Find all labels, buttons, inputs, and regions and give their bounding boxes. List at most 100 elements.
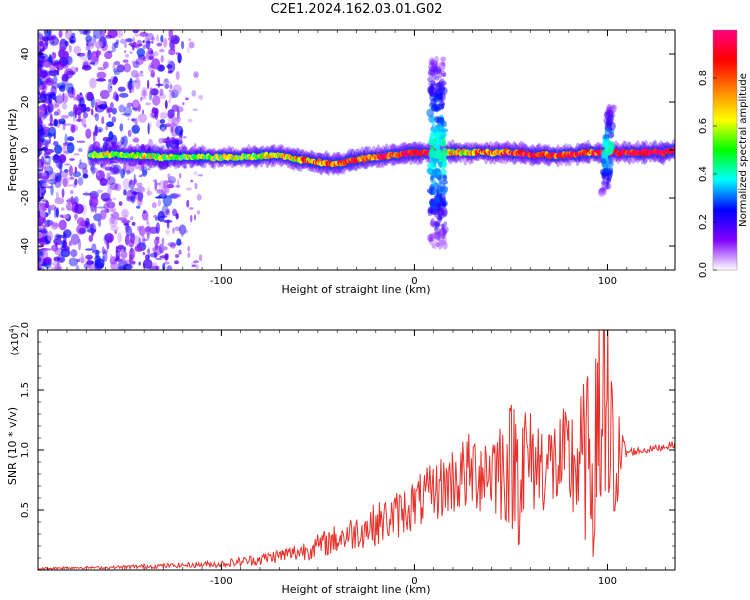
noise-blob: [58, 219, 67, 231]
event-blob: [428, 57, 436, 66]
noise-blob: [54, 247, 63, 256]
noise-blob: [66, 142, 75, 154]
noise-blob: [164, 246, 168, 251]
event-blob: [441, 226, 449, 234]
noise-blob: [134, 34, 141, 37]
noise-blob: [165, 208, 171, 216]
noise-blob: [79, 52, 89, 61]
noise-blob: [114, 60, 121, 66]
noise-blob: [76, 52, 86, 57]
noise-blob: [168, 193, 178, 199]
noise-blob: [109, 86, 112, 89]
noise-blob: [165, 253, 170, 260]
noise-blob: [138, 145, 143, 149]
event-blob: [442, 174, 448, 182]
noise-blob: [49, 204, 57, 211]
noise-blob: [98, 129, 102, 133]
noise-blob: [82, 30, 91, 36]
noise-blob: [68, 165, 73, 177]
event-blob: [443, 241, 447, 251]
noise-blob: [175, 71, 180, 80]
noise-blob: [157, 80, 161, 88]
noise-blob: [167, 213, 171, 216]
event-blob: [429, 232, 436, 242]
noise-blob: [73, 96, 78, 101]
event-blob: [438, 61, 446, 72]
event-blob: [604, 109, 611, 115]
figure-title: C2E1.2024.162.03.01.G02: [270, 2, 443, 17]
noise-blob: [41, 230, 48, 234]
noise-blob: [64, 169, 69, 173]
noise-blob: [84, 248, 93, 251]
noise-blob: [153, 214, 158, 218]
noise-blob: [38, 40, 44, 47]
noise-blob: [161, 237, 165, 245]
noise-blob: [55, 241, 58, 248]
noise-blob: [78, 147, 83, 153]
noise-blob: [97, 67, 106, 71]
noise-blob: [137, 190, 144, 202]
noise-blob: [132, 36, 136, 45]
noise-blob: [40, 124, 47, 129]
noise-blob: [49, 34, 57, 39]
noise-blob: [56, 174, 62, 181]
event-blob: [603, 111, 611, 119]
noise-blob: [156, 34, 159, 42]
event-blob: [434, 75, 440, 81]
noise-blob: [131, 118, 136, 122]
event-blob: [429, 116, 436, 122]
noise-blob: [72, 171, 82, 178]
noise-blob: [158, 93, 167, 100]
noise-blob: [136, 48, 146, 58]
event-blob: [441, 223, 445, 230]
noise-blob: [148, 55, 154, 60]
noise-blob: [152, 95, 161, 106]
noise-blob: [167, 109, 175, 119]
noise-blob: [171, 123, 175, 128]
noise-blob: [144, 225, 153, 236]
event-blob: [435, 82, 442, 88]
event-blob: [433, 141, 438, 150]
noise-blob: [133, 101, 139, 107]
noise-blob: [76, 94, 80, 102]
noise-blob: [41, 186, 47, 189]
event-blob: [437, 84, 445, 92]
noise-blob: [106, 208, 110, 213]
noise-blob: [137, 187, 146, 193]
x-tick-label: 100: [598, 576, 617, 587]
noise-blob: [38, 58, 44, 68]
event-blob: [432, 65, 438, 73]
noise-blob: [49, 113, 53, 125]
noise-blob: [162, 262, 166, 270]
noise-blob: [196, 162, 199, 167]
event-blob: [431, 179, 437, 188]
event-blob: [433, 167, 440, 177]
colorbar-ticks: 0.0 0.2 0.4 0.6 0.8: [698, 70, 717, 278]
noise-blob: [188, 38, 191, 41]
noise-blob: [87, 49, 92, 61]
event-blob: [430, 217, 435, 228]
event-blob: [607, 131, 615, 139]
noise-blob: [66, 55, 73, 66]
noise-blob: [167, 176, 177, 185]
event-blob: [430, 59, 439, 67]
noise-blob: [173, 37, 179, 45]
noise-blob: [68, 111, 75, 117]
event-blob: [432, 83, 439, 90]
noise-blob: [38, 117, 41, 128]
noise-blob: [100, 162, 107, 169]
x-tick-label: 100: [598, 276, 617, 287]
noise-blob: [68, 243, 76, 246]
noise-blob: [107, 30, 118, 39]
noise-blob: [126, 189, 136, 201]
event-blob: [440, 102, 445, 110]
event-blob: [600, 180, 607, 185]
noise-blob: [48, 31, 51, 37]
event-blob: [431, 62, 438, 73]
snr-xlabel: Height of straight line (km): [281, 583, 430, 596]
event-blob: [436, 66, 442, 75]
noise-blob: [167, 242, 177, 247]
noise-blob: [127, 146, 133, 150]
noise-blob: [178, 249, 182, 255]
event-blob: [440, 80, 447, 86]
